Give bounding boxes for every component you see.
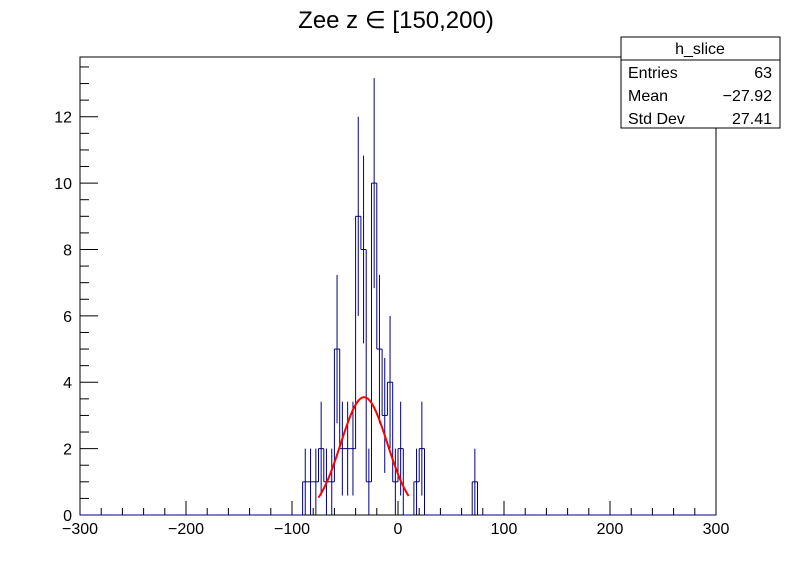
x-tick-label: −300 [62, 521, 98, 538]
y-tick-label: 12 [54, 110, 72, 127]
stats-box: h_slice Entries 63 Mean −27.92 Std Dev 2… [620, 36, 781, 129]
stats-stddev-label: Std Dev [628, 111, 685, 128]
histogram-series [80, 78, 716, 516]
y-tick-label: 4 [63, 375, 72, 392]
stats-mean-value: −27.92 [723, 88, 772, 105]
axis-tick-labels: −300 −200 −100 0 100 200 300 0 2 4 6 8 10 12 [54, 110, 729, 538]
x-tick-label: 0 [394, 521, 403, 538]
x-tick-label: 300 [703, 521, 730, 538]
stats-entries-label: Entries [628, 65, 678, 82]
chart-title: Zee z ∈ [150,200) [298, 7, 494, 34]
y-tick-label: 2 [63, 442, 72, 459]
stats-entries-value: 63 [754, 65, 772, 82]
y-tick-label: 8 [63, 242, 72, 259]
axis-ticks [79, 66, 717, 516]
y-tick-label: 10 [54, 176, 72, 193]
x-tick-label: −100 [274, 521, 310, 538]
stats-mean-label: Mean [628, 88, 668, 105]
y-tick-label: 0 [63, 508, 72, 525]
y-tick-label: 6 [63, 309, 72, 326]
gaussian-fit-series [317, 396, 410, 499]
stats-stddev-value: 27.41 [732, 111, 772, 128]
stats-box-frame [620, 36, 781, 129]
fit-curve [317, 396, 410, 499]
stats-box-title: h_slice [675, 41, 725, 58]
x-tick-label: −200 [168, 521, 204, 538]
x-tick-label: 100 [491, 521, 518, 538]
x-tick-label: 200 [597, 521, 624, 538]
